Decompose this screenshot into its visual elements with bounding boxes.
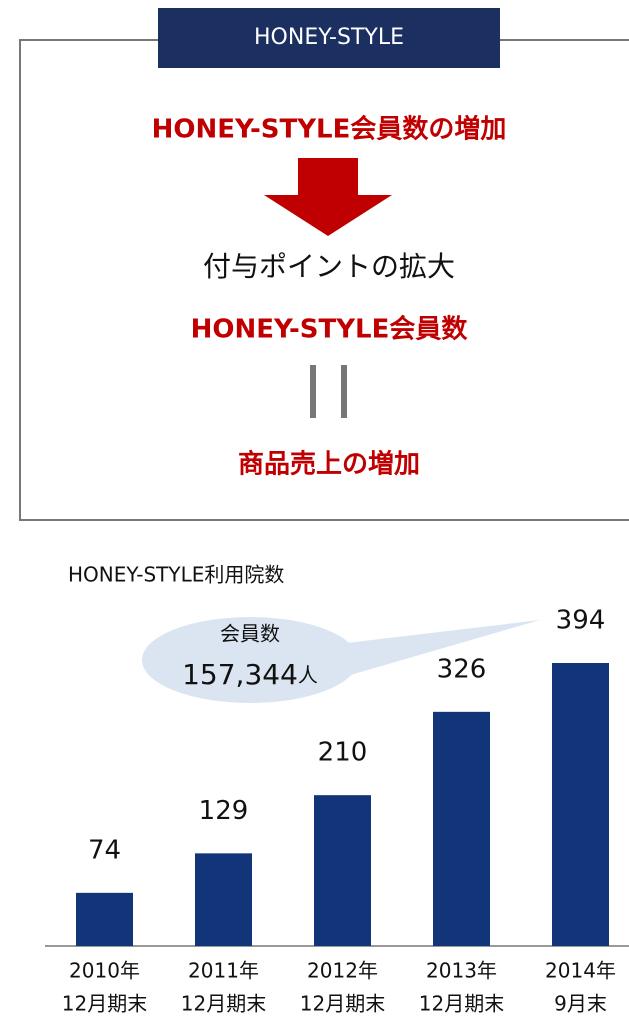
callout-unit: 人 — [298, 663, 318, 687]
bar — [76, 892, 133, 946]
bar — [433, 711, 490, 946]
panel-label: HONEY-STYLE — [254, 25, 404, 50]
value-label: 210 — [318, 738, 368, 768]
callout-label: 会員数 — [220, 622, 280, 646]
value-label: 326 — [437, 654, 487, 684]
x-tick-label: 12月期末 — [181, 992, 266, 1016]
panel-line: 付与ポイントの拡大 — [203, 250, 455, 283]
equals-bar — [341, 365, 347, 418]
x-tick-label: 12月期末 — [419, 992, 504, 1016]
value-label: 394 — [556, 606, 606, 636]
x-tick-label: 12月期末 — [62, 992, 147, 1016]
bar — [552, 663, 609, 946]
value-label: 74 — [88, 835, 121, 865]
x-tick-label: 2014年 — [545, 959, 616, 983]
panel-line: 商品売上の増加 — [238, 449, 420, 480]
callout-value: 157,344人 — [182, 658, 318, 691]
panel-label-box — [158, 8, 500, 68]
callout — [142, 617, 358, 703]
equals-bar — [310, 365, 316, 418]
panel-line: HONEY-STYLE会員数 — [191, 315, 469, 345]
x-tick-label: 12月期末 — [300, 992, 385, 1016]
value-label: 129 — [199, 796, 249, 826]
panel-line: HONEY-STYLE会員数の増加 — [152, 115, 507, 145]
down-arrow — [264, 158, 392, 236]
x-tick-label: 2011年 — [188, 959, 259, 983]
bar — [195, 853, 252, 946]
bar — [314, 795, 371, 946]
x-tick-label: 2010年 — [69, 959, 140, 983]
x-tick-label: 2012年 — [307, 959, 378, 983]
x-tick-label: 9月末 — [554, 992, 607, 1016]
x-tick-label: 2013年 — [426, 959, 497, 983]
chart-title: HONEY-STYLE利用院数 — [68, 563, 284, 587]
callout-count: 157,344 — [182, 658, 298, 691]
callout-tail — [330, 620, 540, 678]
